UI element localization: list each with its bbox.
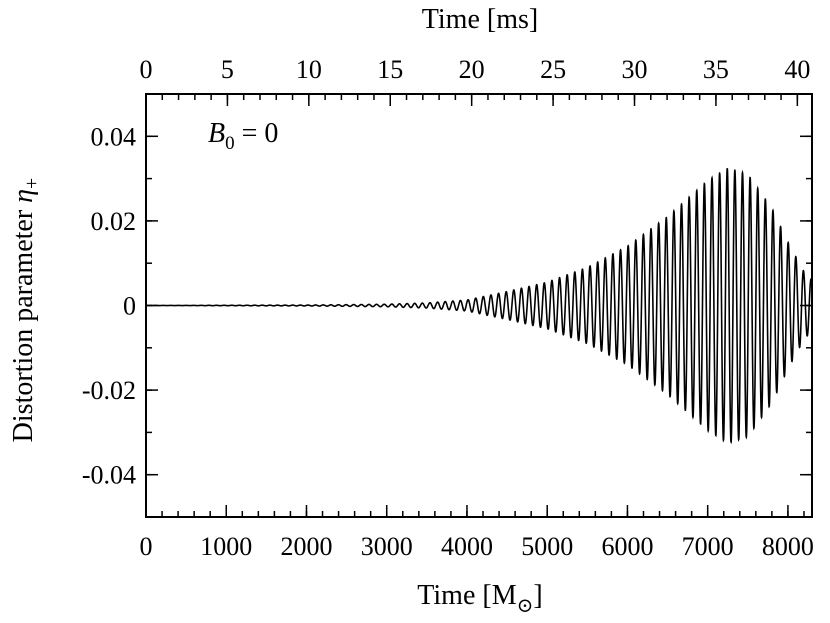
y-axis: -0.04 -0.02 0 0.02 0.04: [82, 93, 812, 518]
b0-annotation: B0 = 0: [208, 118, 278, 154]
x-tick-label: 2000: [280, 532, 332, 561]
x2-tick-label: 40: [784, 55, 810, 84]
x2-tick-label: 25: [540, 55, 566, 84]
x-tick-label: 0: [140, 532, 153, 561]
y-axis-title: Distortion parameter η+: [8, 178, 43, 443]
x2-axis-title: Time [ms]: [422, 4, 538, 35]
y-tick-label: 0: [123, 292, 136, 321]
x2-tick-label: 35: [703, 55, 729, 84]
x-tick-label: 8000: [762, 532, 814, 561]
x2-tick-label: 0: [140, 55, 153, 84]
x-axis-top: 0 5 10 15 20 25 30 35 40: [140, 55, 810, 106]
x-tick-label: 3000: [361, 532, 413, 561]
y-tick-label: 0.02: [91, 207, 137, 236]
x-tick-label: 5000: [521, 532, 573, 561]
y-tick-label: -0.02: [82, 376, 136, 405]
x2-tick-label: 30: [622, 55, 648, 84]
y-tick-label: -0.04: [82, 461, 136, 490]
distortion-series-line: [146, 168, 813, 444]
x-axis-title: Time [M⊙]: [417, 580, 542, 617]
x2-tick-label: 15: [377, 55, 403, 84]
x-axis-bottom: 0 1000 2000 3000 4000 5000 6000 7000 8000: [140, 505, 814, 561]
x-tick-label: 7000: [682, 532, 734, 561]
x2-tick-label: 20: [459, 55, 485, 84]
x-tick-label: 6000: [601, 532, 653, 561]
x-tick-label: 1000: [200, 532, 252, 561]
y-tick-label: 0.04: [91, 122, 137, 151]
x2-tick-label: 5: [221, 55, 234, 84]
plot-area: [145, 93, 813, 518]
x-tick-label: 4000: [441, 532, 493, 561]
x2-tick-label: 10: [296, 55, 322, 84]
